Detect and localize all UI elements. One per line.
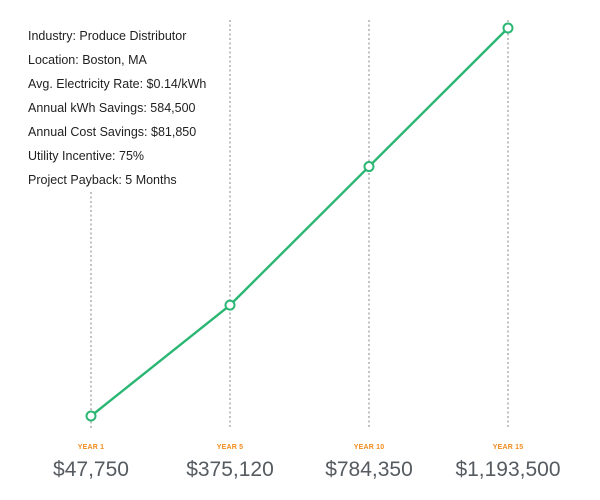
info-line: Avg. Electricity Rate: $0.14/kWh: [28, 77, 206, 91]
info-line: Project Payback: 5 Months: [28, 173, 177, 187]
info-line: Location: Boston, MA: [28, 53, 147, 67]
project-info: Industry: Produce Distributor Location: B…: [28, 29, 206, 187]
info-line: Utility Incentive: 75%: [28, 149, 144, 163]
data-label: $784,350: [325, 458, 413, 481]
info-line: Industry: Produce Distributor: [28, 29, 186, 43]
data-point: [85, 410, 97, 422]
data-point: [224, 299, 236, 311]
data-label: $47,750: [53, 458, 129, 481]
x-axis-labels: YEAR 1 $47,750 YEAR 5 $375,120 YEAR 10 $784,3…: [53, 444, 561, 481]
data-point: [502, 22, 514, 34]
gridlines: [90, 20, 509, 428]
data-label: $375,120: [186, 458, 274, 481]
x-tick-label: YEAR 5: [217, 444, 244, 451]
info-line: Annual Cost Savings: $81,850: [28, 125, 196, 139]
data-label: $1,193,500: [455, 458, 560, 481]
x-tick-label: YEAR 1: [78, 444, 105, 451]
x-tick-label: YEAR 15: [493, 444, 524, 451]
x-tick-label: YEAR 10: [354, 444, 385, 451]
savings-line: [90, 27, 509, 417]
info-line: Annual kWh Savings: 584,500: [28, 101, 196, 115]
plot-area: [85, 22, 514, 422]
data-point: [363, 161, 375, 173]
